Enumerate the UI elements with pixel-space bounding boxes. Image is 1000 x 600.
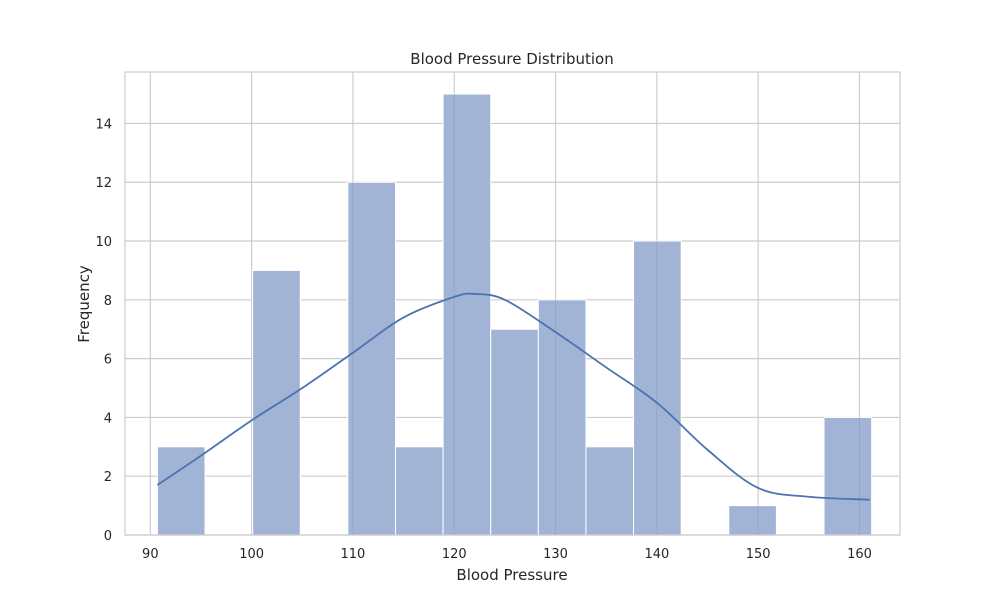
x-axis-ticks: 90 100 110 120 130 140 150 160 <box>142 547 872 562</box>
x-tick-label: 140 <box>644 547 669 562</box>
x-tick-label: 110 <box>341 547 366 562</box>
histogram-bar <box>347 181 396 536</box>
histogram-bar <box>537 299 587 536</box>
histogram-bar <box>394 446 444 536</box>
y-tick-label: 14 <box>95 117 112 132</box>
x-tick-label: 90 <box>142 547 159 562</box>
chart-title: Blood Pressure Distribution <box>410 50 613 68</box>
histogram-bar <box>252 269 301 536</box>
y-tick-label: 2 <box>104 470 112 485</box>
x-tick-label: 120 <box>442 547 467 562</box>
histogram-bar <box>490 328 539 536</box>
x-tick-label: 160 <box>847 547 872 562</box>
x-tick-label: 130 <box>543 547 568 562</box>
x-tick-label: 150 <box>746 547 771 562</box>
y-tick-label: 12 <box>95 176 112 191</box>
y-tick-label: 6 <box>104 353 112 368</box>
plot-frame <box>124 71 901 536</box>
histogram-bar <box>442 93 492 536</box>
y-tick-label: 4 <box>104 411 112 426</box>
x-tick-label: 100 <box>239 547 264 562</box>
y-tick-label: 10 <box>95 235 112 250</box>
histogram-bar <box>728 505 777 536</box>
histogram-bar <box>156 446 206 536</box>
y-tick-label: 0 <box>104 529 112 544</box>
histogram-bar <box>823 416 873 536</box>
histogram-bars <box>156 93 873 536</box>
y-tick-label: 8 <box>104 294 112 309</box>
y-axis-title: Frequency <box>75 265 93 343</box>
kde-curve <box>156 292 870 501</box>
x-axis-title: Blood Pressure <box>456 566 567 584</box>
histogram-bar <box>585 446 635 536</box>
grid-overlap-lines <box>352 94 860 535</box>
histogram-bar <box>633 240 682 536</box>
y-axis-ticks: 0 2 4 6 8 10 12 14 <box>95 117 112 544</box>
